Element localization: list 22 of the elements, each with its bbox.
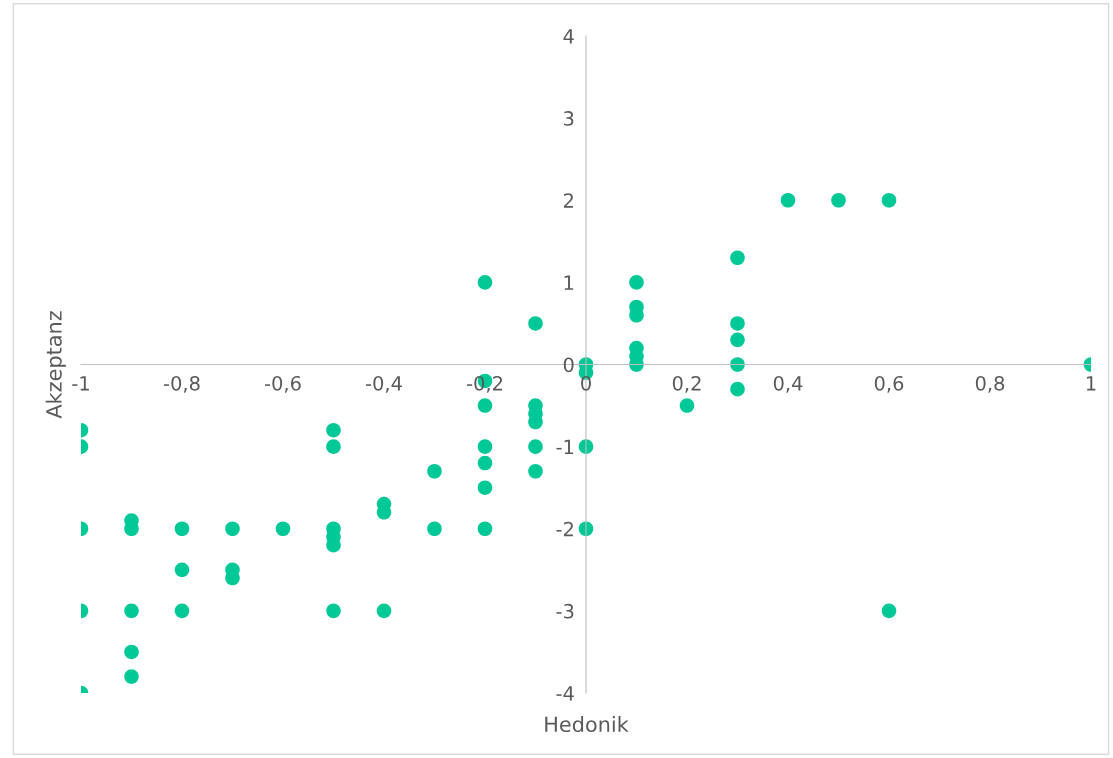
y-tick-label: 0 xyxy=(563,357,574,373)
y-tick-label: -4 xyxy=(556,686,574,701)
y-tick-label: 1 xyxy=(564,275,574,290)
x-tick-label: 1 xyxy=(1086,376,1096,391)
x-tick-label: -0,8 xyxy=(163,375,200,393)
x-tick-label: 0,2 xyxy=(672,375,701,393)
y-tick-label: 4 xyxy=(563,29,574,44)
x-tick-label: 0,4 xyxy=(773,375,803,393)
y-tick-label: -1 xyxy=(556,439,574,455)
x-tick-label: 0,6 xyxy=(874,375,904,393)
x-tick-label: -0,6 xyxy=(264,375,301,393)
y-tick-label: -2 xyxy=(556,521,573,537)
y-tick-label: 3 xyxy=(564,111,574,126)
y-tick-label: -3 xyxy=(556,603,574,619)
x-tick-label: -0,4 xyxy=(365,375,402,393)
x-axis-title: Hedonik xyxy=(545,715,629,733)
y-tick-label: 2 xyxy=(563,193,573,208)
x-tick-label: -1 xyxy=(72,376,89,391)
y-axis-title: Akzeptanz xyxy=(45,311,66,419)
x-tick-label: 0,8 xyxy=(975,375,1005,393)
x-tick-label: -0,2 xyxy=(466,375,503,393)
x-tick-label: 0 xyxy=(581,375,591,391)
